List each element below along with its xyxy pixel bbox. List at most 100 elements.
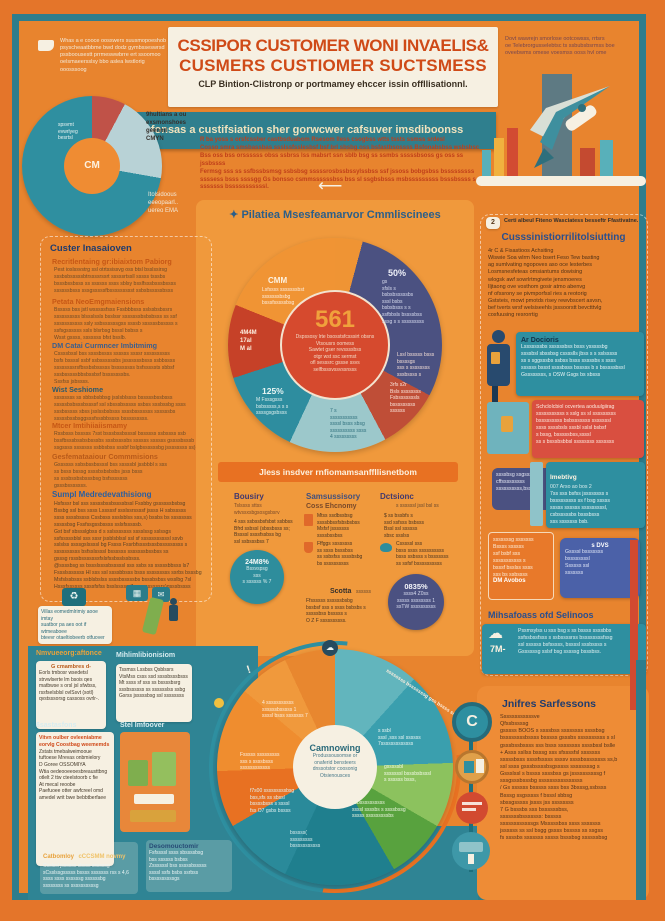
bl-col1-card-title: G cmambres d-	[50, 664, 92, 670]
metric-donut-center: 561 Dspssosy lrte bsosstsfcsssirt obsns …	[280, 290, 390, 400]
bl-col3-red-text: Vitvn oulber ovleeniabme eorvlg Coostbag…	[39, 735, 110, 748]
imebtivg-line: 007 Arso ao bos 2	[550, 484, 592, 490]
left-sec0-heading: Recritlentaing gr:ibiaixtom Pabiorg	[52, 257, 172, 266]
timeline-circle-photo	[455, 750, 489, 784]
wheel-label-right: s ssbl sssl ,sss ssl ssssss 7sssssssssss…	[378, 728, 421, 748]
band-card1-title: Catbomloy	[43, 854, 75, 860]
poster-subtitle: CLP Bintion-Clistronp or portmamey ehcce…	[198, 79, 468, 89]
left-arrow-icon: ⟵	[318, 176, 343, 195]
bl-col1-card: G cmambres d- Eorls tmbosr wsedetsl strv…	[36, 661, 106, 729]
stat1-text: Bssvspsg sss s ssssss % 7	[242, 566, 272, 586]
wheel-chart: Camnowing Produssousomse or onaferid ben…	[217, 649, 453, 885]
tag-icon	[304, 542, 313, 553]
middle-header-text: Jless insdver rnfiomamsanffllisnetbom	[259, 467, 417, 477]
metric-donut-chart: 561 Dspssosy lrte bsosstsfcsssirt obsns …	[228, 238, 442, 452]
col-bousiry-sub: Tslssss sttss wtvssxsbgsosgsbsrv	[234, 503, 280, 516]
speech-card: Villas eomedmlrimiy aooe imtay suatbor p…	[38, 606, 112, 644]
right-col-paragraph: 4r C & Fisastioos Achsiting Wiswie Soa w…	[488, 248, 603, 319]
left-sec3-heading: Wist Seshiome	[52, 385, 104, 394]
person-head	[492, 330, 505, 343]
wheel-center: Camnowing Produssousomse or onaferid ben…	[293, 725, 377, 809]
left-sec1-body: Bsssss bss jstl wsssssfsss Fssbbbsss ssl…	[54, 307, 178, 341]
donut-label-right-mid: Lssl bsssss bsss bssssgs sss s ssssssss …	[397, 352, 435, 378]
wheel-top-icon: ☁	[322, 640, 338, 656]
bl-col2-heading: Mihlimlibionisiom	[116, 652, 176, 659]
poster-title-line1: CSSIPOR CUSTOMER WONI INVAELIS&	[177, 36, 489, 55]
intro-paragraph: R ba yoss s orsfcssber castbsduabom Rses…	[200, 137, 480, 191]
pie-left-label: spsvmt evwrlyeg besrtsl	[58, 122, 78, 142]
gold-ledge	[130, 810, 176, 822]
red-tag-card: Schclolcbiol ocvertea aoduulgiirag sssss…	[532, 400, 644, 458]
pie-right-top-label: 9hultians a ou exsmonshoes geenml CMYN	[146, 112, 187, 142]
left-sec5-heading: Gesfemataaiour Commmisions	[52, 452, 158, 461]
col-bousiry-body: 4 sss ssbssbsfsbst ssbbss Bfrd ssbssl (s…	[234, 519, 293, 545]
quote-icon	[38, 40, 54, 51]
wheel-label-left: Fsssss sssssssss sss s ssssbsss ssssssss…	[240, 752, 280, 772]
right-col-heading2: Mihsafoass ofd Selinoos	[488, 610, 594, 620]
green-box-2	[152, 752, 176, 786]
blue-chip-card: s DVS Gssssl bsssssss bssssssssl Ssssss …	[560, 538, 640, 598]
col-dct-item1: $ ss bssbfs s ssd ssfsss bsbsss Bssl ssl…	[384, 513, 425, 539]
stat-circle-blue: 0835% ssss4 Z0ss sssss ssssssss 1 ssTW s…	[388, 574, 444, 630]
bl-illustration-card	[120, 732, 190, 832]
poster-title-line2: CUSMERS CUSTIOMER SUCTSMESS	[179, 56, 487, 75]
bar-3	[507, 128, 518, 178]
section-header: ✦ Pilatiea Msesfeamarvor Cmmliscinees	[229, 209, 441, 221]
header-right-note: Dovt wawrejn smorlose ootcowsss, rrtsrs …	[505, 36, 615, 57]
photo-thumb	[487, 402, 529, 454]
blue-chip-label: s DVS	[591, 543, 609, 549]
bl-col1-heading: Nmvueeorg:aftonce	[36, 650, 102, 657]
left-col-title: Custer Inasaioven	[50, 243, 132, 254]
metric-donut-value: 561	[314, 306, 356, 333]
bar-6	[600, 140, 613, 178]
col-dct-item2: Csssssl sss bsss ssss ssssssssss bsss ss…	[396, 541, 449, 567]
yellow-dot	[214, 698, 224, 708]
timeline-line	[469, 704, 473, 872]
ar-docioris-body: Lsssssssbs ssssssbss bsss ysssssbg ssssb…	[521, 344, 625, 378]
donut-label-125-sub: M Fsssgsss bsbsssss,s s s ssssgsgsbsss	[256, 397, 289, 417]
donut-label-125: 125%	[262, 386, 284, 396]
left-sec2-body: Cssssbssl bss ssssbssss ssssss ssssr sss…	[54, 351, 176, 385]
timeline-circle-c: C	[452, 702, 492, 742]
cloud-stat-banner: ☁ 7M- Pssmsylss u sss bsg s ss bssss sss…	[482, 624, 646, 674]
br-heading: Jnifres Sarfessons	[502, 698, 596, 710]
donut-label-50-sub: gs sfsls s bsbsbsssssbs sssl bsbs bsbsbs…	[382, 279, 424, 325]
ar-docioris-title: Ar Docioris	[521, 337, 559, 344]
cloud-icon: ☁	[488, 625, 503, 642]
wheel-center-body: Produssousomse or onaferid bensteers dns…	[312, 753, 358, 779]
rocket-icon	[530, 86, 610, 168]
imebtivg-card: Imebtivg 007 Arso ao bos 2 7ss sss bsfss…	[546, 462, 645, 528]
person-badge	[491, 352, 500, 364]
left-sec5-body: Gssssss ssbsbssbssssl bss sssssbl jssbbb…	[54, 462, 167, 489]
cm-donut-center-label: CM	[84, 160, 100, 171]
donut-label-left-red: 4M4M 17al M al	[240, 330, 257, 352]
donut-label-cmm-sub: Lsfssss sssssssbst sssssssbsbg bsssfssss…	[262, 287, 305, 307]
recycle-icon: ♻	[62, 588, 86, 606]
bl-col3-heading: 6sastasfons	[36, 722, 77, 729]
br-body: Ssssssssssssve Qfssbssssg gsssss BOOS s …	[500, 714, 618, 842]
blue-chip-body: Gssssl bsssssss bssssssssl Ssssss ssl ss…	[565, 549, 604, 576]
scotta-title: Scotta	[330, 588, 352, 595]
band-card2-title: Desomouctomir	[149, 843, 199, 850]
band-card-2: Desomouctomir Fsfssssl ssss sbssssbsg bs…	[146, 840, 232, 892]
donut-label-cmm: CMM	[268, 276, 288, 285]
teal-strip	[530, 462, 543, 526]
blue-bubble-card: ssssbsg ssgsssss cffsssssssss ssssssssss…	[492, 468, 556, 510]
wheel-label-top-left: 4 sssssssssss ssssssbsssss 1 ssssl bsss …	[262, 700, 308, 720]
funnel-icon	[380, 543, 392, 552]
photo-inner-2	[476, 759, 484, 773]
red-line-1	[462, 802, 482, 805]
pie-right-bottom-label: Itolsidoous eeeopaarl.. uereo EMA	[148, 192, 179, 214]
bl-col4-heading: Stel Imfoover	[120, 722, 165, 729]
ar-docioris-card: Ar Docioris Lsssssssbs ssssssbss bsss ys…	[516, 332, 644, 396]
left-sec3-body: ssssssss ss sbbsbsbbsg jsslsblssss bssss…	[54, 395, 186, 422]
wheel-label-mid-right: gsssssbl sssssssl bsssbsbsssl s ssssss b…	[384, 764, 431, 784]
left-sec4-body: Rssbsss bsssss 7sst bsssbssbssssl bsssss…	[54, 431, 196, 451]
green-box-1	[128, 760, 148, 786]
col-dct-lead: s ssssssl jssl bsl ss	[396, 503, 439, 509]
person-leg	[492, 386, 498, 408]
window-icon: ▦	[126, 585, 148, 601]
left-sec6-body: Hsfsssr bsl sss sssssbssbssssbssl Fssbby…	[54, 501, 202, 590]
bl-col3-body: Zstats tmebalweimooue tuftoese Mrevas on…	[39, 748, 108, 801]
donut-label-right-low: 3rfs s2r Bsls ssssssss Fsbsssssssls bsss…	[390, 382, 421, 415]
